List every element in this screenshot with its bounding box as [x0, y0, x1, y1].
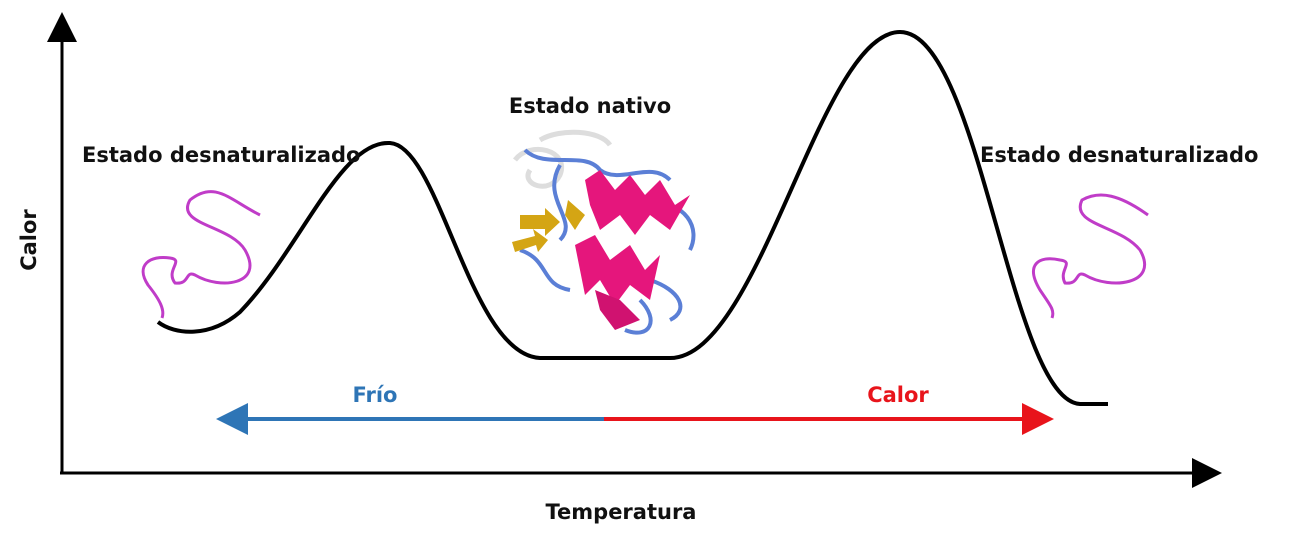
unfolded-chain [141, 190, 261, 319]
cold-label: Frío [353, 383, 398, 407]
state-label: Estado desnaturalizado [82, 143, 361, 167]
state-label: Estado desnaturalizado [980, 143, 1259, 167]
y-axis-label: Calor [17, 209, 41, 271]
heat-label: Calor [867, 383, 929, 407]
protein-structure [512, 129, 696, 335]
energy-curve [156, 29, 1108, 406]
state-label: Estado nativo [509, 94, 671, 118]
x-axis-label: Temperatura [546, 500, 697, 524]
unfolded-chain [1032, 193, 1149, 319]
